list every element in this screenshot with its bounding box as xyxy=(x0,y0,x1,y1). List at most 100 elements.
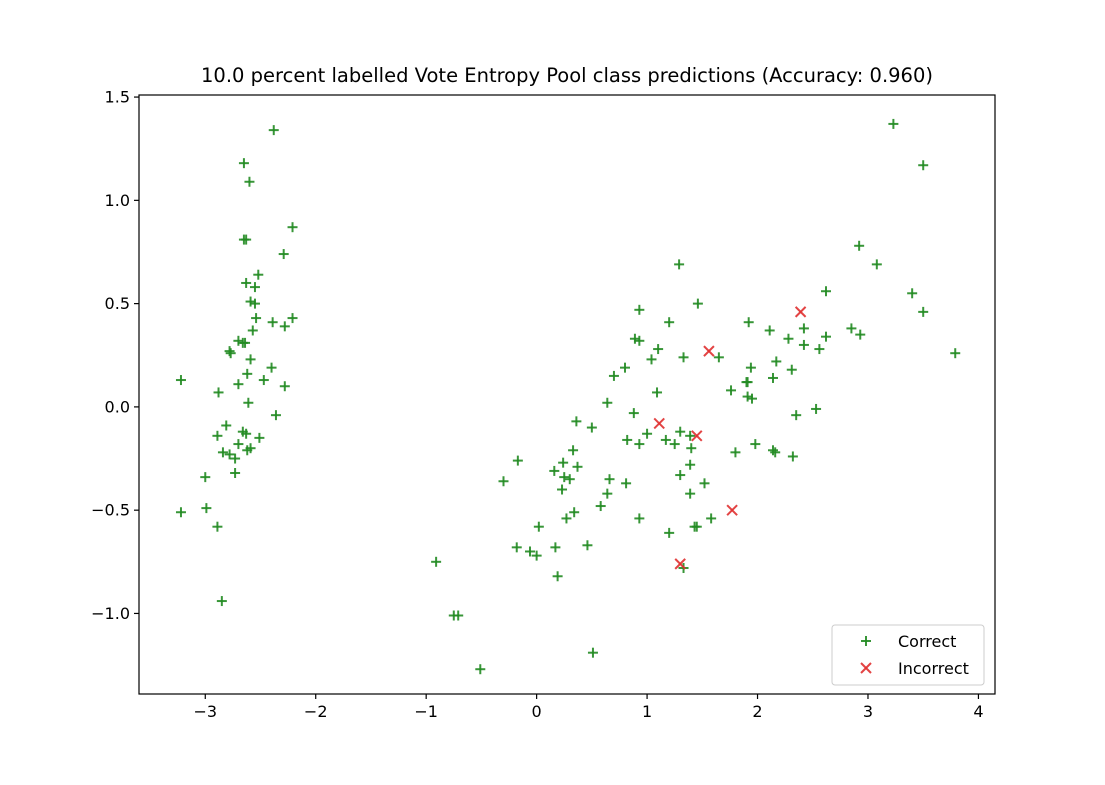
plus-marker xyxy=(512,455,523,466)
plus-marker xyxy=(685,430,696,441)
x-marker xyxy=(726,504,738,516)
plus-marker xyxy=(621,478,632,489)
plus-marker xyxy=(950,348,961,359)
plus-marker xyxy=(629,333,640,344)
plus-marker xyxy=(660,434,671,445)
plus-marker xyxy=(664,317,675,328)
plot-marks xyxy=(175,118,961,675)
plus-marker xyxy=(241,428,252,439)
plus-marker xyxy=(602,488,613,499)
plus-marker xyxy=(907,288,918,299)
x-marker-d2 xyxy=(794,306,807,318)
plus-marker xyxy=(750,439,761,450)
plus-marker xyxy=(821,331,832,342)
plus-marker xyxy=(564,474,575,485)
plus-marker xyxy=(230,467,241,478)
plus-marker xyxy=(619,362,630,373)
legend-label-incorrect: Incorrect xyxy=(898,659,969,678)
plus-marker xyxy=(233,439,244,450)
plus-marker xyxy=(634,513,645,524)
plus-marker xyxy=(783,333,794,344)
plus-marker xyxy=(278,249,289,260)
plus-marker xyxy=(685,459,696,470)
plus-marker xyxy=(550,542,561,553)
x-tick-label: 2 xyxy=(752,702,762,721)
plus-marker xyxy=(249,298,260,309)
plus-marker xyxy=(552,571,563,582)
plus-marker xyxy=(568,445,579,456)
y-tick-label: −0.5 xyxy=(91,501,130,520)
plus-marker xyxy=(634,335,645,346)
x-tick-label: −1 xyxy=(414,702,438,721)
plus-marker xyxy=(287,313,298,324)
plus-marker xyxy=(254,432,265,443)
x-marker-d2 xyxy=(653,417,665,430)
x-tick-label: −3 xyxy=(193,702,217,721)
plus-marker xyxy=(475,664,486,675)
plus-marker xyxy=(767,372,778,383)
plus-marker xyxy=(675,470,686,481)
legend-x-icon-d2 xyxy=(860,662,872,674)
plus-marker xyxy=(241,277,252,288)
y-tick-label: −1.0 xyxy=(91,604,130,623)
plus-marker xyxy=(558,457,569,468)
legend-x-icon xyxy=(860,662,872,674)
plus-marker xyxy=(251,313,262,324)
plus-marker xyxy=(811,403,822,414)
plus-marker xyxy=(559,472,570,483)
plus-marker xyxy=(217,447,228,458)
plus-marker xyxy=(685,488,696,499)
plus-marker xyxy=(557,484,568,495)
plus-marker xyxy=(675,426,686,437)
plus-marker xyxy=(175,375,186,386)
plus-marker xyxy=(242,445,253,456)
plus-marker xyxy=(622,434,633,445)
plus-marker xyxy=(224,346,235,357)
x-tick-label: 0 xyxy=(532,702,542,721)
x-marker xyxy=(674,558,686,570)
plus-marker xyxy=(270,410,281,421)
plus-marker xyxy=(634,439,645,450)
y-tick-label: 0.0 xyxy=(105,397,130,416)
plus-marker xyxy=(247,325,258,336)
plus-marker xyxy=(287,222,298,233)
plus-marker xyxy=(713,352,724,363)
plus-marker xyxy=(798,323,809,334)
plus-marker xyxy=(225,348,236,359)
x-axis: −3 −2 −1 0 1 2 3 4 xyxy=(193,694,984,721)
plus-marker xyxy=(821,286,832,297)
y-axis: −1.0 −0.5 0.0 0.5 1.0 1.5 xyxy=(91,88,139,623)
series-correct xyxy=(175,118,961,675)
x-marker-d2 xyxy=(691,430,703,442)
x-marker-d2 xyxy=(703,345,715,357)
plus-marker xyxy=(699,478,710,489)
plus-marker xyxy=(692,298,703,309)
plus-marker xyxy=(258,375,269,386)
plus-marker xyxy=(791,410,802,421)
series-incorrect xyxy=(653,306,807,570)
y-tick-label: 1.5 xyxy=(105,88,130,107)
x-marker-d2 xyxy=(674,558,686,570)
plus-marker xyxy=(238,158,249,169)
x-marker xyxy=(794,306,807,318)
x-tick-label: 3 xyxy=(863,702,873,721)
chart-title: 10.0 percent labelled Vote Entropy Pool … xyxy=(201,64,933,87)
plus-marker xyxy=(595,501,606,512)
plus-marker xyxy=(888,118,899,129)
x-marker xyxy=(653,417,665,430)
plus-marker xyxy=(664,527,675,538)
plus-marker xyxy=(571,416,582,427)
x-marker-d2 xyxy=(726,504,738,516)
plus-marker xyxy=(745,362,756,373)
plus-marker xyxy=(216,596,227,607)
plus-marker xyxy=(243,397,254,408)
plus-marker xyxy=(691,521,702,532)
plus-marker xyxy=(652,387,663,398)
plus-marker xyxy=(604,474,615,485)
plus-marker xyxy=(224,449,235,460)
plus-marker xyxy=(533,521,544,532)
plus-marker xyxy=(561,513,572,524)
plus-marker xyxy=(569,507,580,518)
plus-marker xyxy=(730,447,741,458)
